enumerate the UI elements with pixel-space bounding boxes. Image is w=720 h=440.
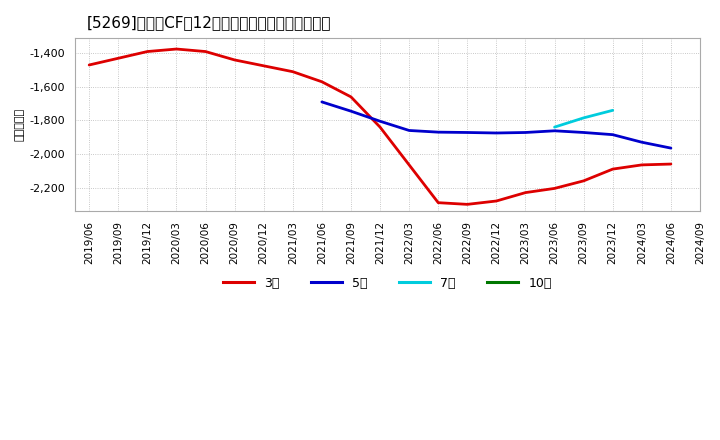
- Text: [5269]　投賄CFの12か月移動合計の平均値の推移: [5269] 投賄CFの12か月移動合計の平均値の推移: [87, 15, 332, 30]
- Legend: 3年, 5年, 7年, 10年: 3年, 5年, 7年, 10年: [218, 272, 557, 295]
- Y-axis label: （百万円）: （百万円）: [15, 108, 25, 141]
